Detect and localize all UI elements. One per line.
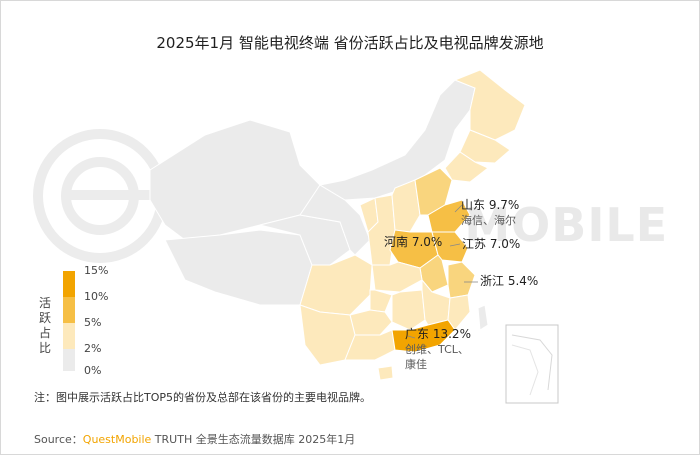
source-brand: QuestMobile xyxy=(82,433,152,446)
province-taiwan xyxy=(477,304,489,331)
legend-tick-15: 15% xyxy=(84,264,109,277)
label-shandong-name: 山东 xyxy=(461,198,486,212)
legend-tick-0: 0% xyxy=(84,364,102,377)
province-fujian xyxy=(447,294,471,331)
province-hainan xyxy=(377,365,394,381)
province-hunan xyxy=(391,289,426,331)
label-henan: 河南 7.0% xyxy=(384,235,442,250)
label-zhejiang-name: 浙江 xyxy=(480,274,505,288)
province-liaoning xyxy=(444,151,489,183)
label-zhejiang-value: 5.4% xyxy=(507,274,539,288)
label-guangdong-brands: 创维、TCL、 xyxy=(405,343,469,356)
province-heilongjiang xyxy=(453,69,526,141)
footnote: 注：图中展示活跃占比TOP5的省份及总部在该省份的主要电视品牌。 xyxy=(34,391,372,404)
legend-tick-5: 5% xyxy=(84,316,102,329)
label-shandong-brands: 海信、海尔 xyxy=(461,214,516,227)
label-guangdong: 广东 13.2% 创维、TCL、 康佳 xyxy=(405,327,471,372)
source-suffix: TRUTH 全景生态流量数据库 2025年1月 xyxy=(151,433,356,446)
source-prefix: Source： xyxy=(34,433,83,446)
label-shandong-value: 9.7% xyxy=(488,198,520,212)
label-henan-name: 河南 xyxy=(384,235,409,249)
source-line: Source：QuestMobile TRUTH 全景生态流量数据库 2025年… xyxy=(34,431,355,447)
legend-title: 活跃占比 xyxy=(38,296,51,355)
chart-title: 2025年1月 智能电视终端 省份活跃占比及电视品牌发源地 xyxy=(156,34,544,52)
province-zhejiang xyxy=(447,261,476,299)
label-jiangsu-name: 江苏 xyxy=(462,237,487,251)
label-guangdong-brands-2: 康佳 xyxy=(405,358,427,371)
legend-tick-2: 2% xyxy=(84,342,102,355)
province-guangdong xyxy=(391,319,456,353)
label-zhejiang: 浙江 5.4% xyxy=(480,274,538,289)
label-shandong: 山东 9.7% 海信、海尔 xyxy=(461,198,519,228)
label-guangdong-name: 广东 xyxy=(405,327,430,341)
label-henan-value: 7.0% xyxy=(411,235,443,249)
label-jiangsu: 江苏 7.0% xyxy=(462,237,520,252)
legend-tick-10: 10% xyxy=(84,290,109,303)
province-guizhou xyxy=(349,309,393,336)
province-tibet xyxy=(164,229,313,306)
watermark-text: TMOBILE xyxy=(432,198,669,252)
label-guangdong-value: 13.2% xyxy=(432,327,471,341)
province-chongqing xyxy=(369,289,393,313)
legend-colorbar xyxy=(63,271,75,371)
south-china-sea-inset xyxy=(505,324,559,404)
label-jiangsu-value: 7.0% xyxy=(489,237,521,251)
province-hubei xyxy=(371,261,423,293)
